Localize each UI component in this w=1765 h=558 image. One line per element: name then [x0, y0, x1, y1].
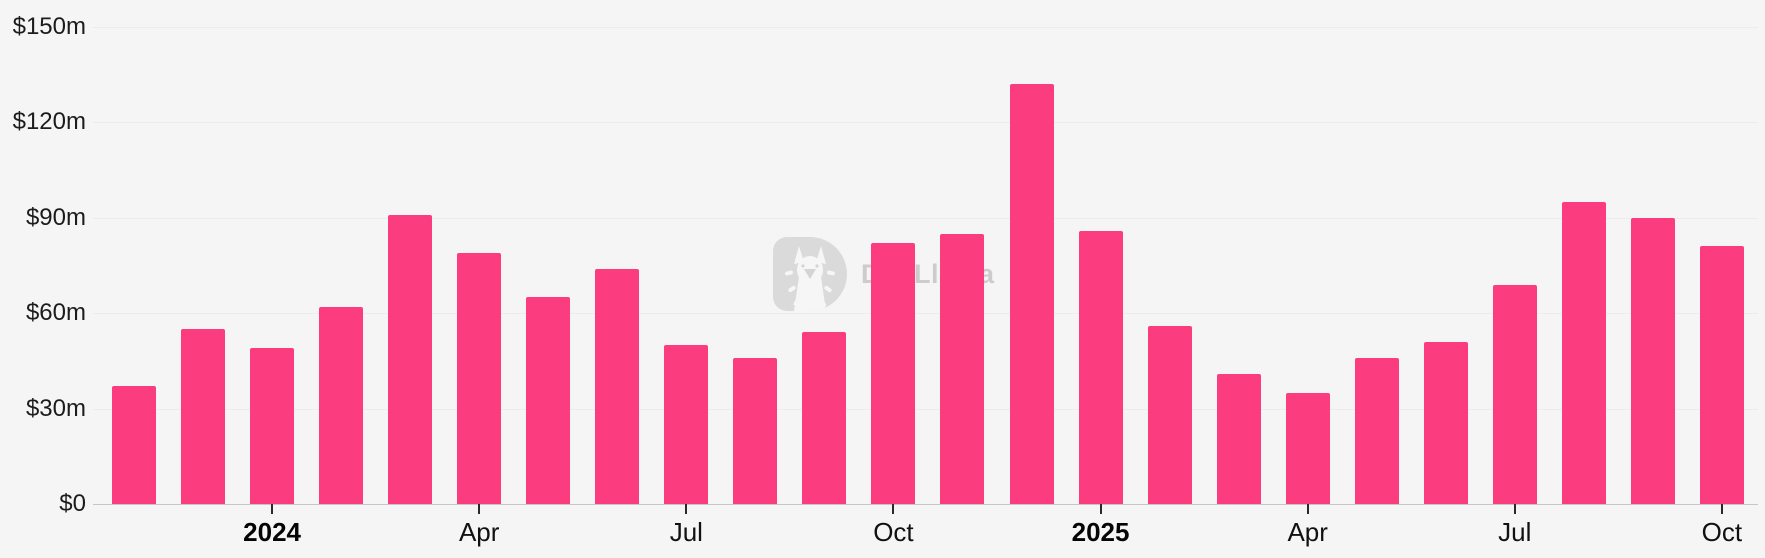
x-axis-tick-label: Jul — [1498, 517, 1532, 547]
bar-jul-2025[interactable] — [1492, 284, 1537, 504]
llama-icon — [785, 246, 835, 311]
bar-mar-2024[interactable] — [388, 214, 433, 504]
bar-aug-2025[interactable] — [1561, 201, 1606, 504]
x-axis-tick — [685, 504, 688, 514]
y-axis-tick-label: $150m — [12, 13, 86, 40]
bar-dec-2024[interactable] — [1009, 84, 1054, 504]
y-axis-tick-label: $120m — [12, 108, 86, 136]
bar-jun-2025[interactable] — [1423, 341, 1468, 504]
bar-sep-2025[interactable] — [1630, 217, 1675, 504]
x-axis-tick — [1513, 504, 1516, 514]
x-axis-tick-label: Oct — [1701, 517, 1743, 547]
x-axis-tick-label: Oct — [873, 517, 914, 547]
bar-aug-2024[interactable] — [733, 357, 778, 504]
gridline — [93, 408, 1758, 410]
bar-oct-2025[interactable] — [1699, 246, 1744, 504]
bar-jun-2024[interactable] — [595, 268, 640, 504]
bar-apr-2024[interactable] — [457, 252, 502, 504]
gridline — [93, 313, 1758, 315]
bar-dec-2023[interactable] — [181, 329, 226, 504]
x-axis-tick — [271, 504, 274, 514]
x-axis-tick — [892, 504, 895, 514]
bar-jan-2025[interactable] — [1078, 230, 1123, 504]
bar-feb-2025[interactable] — [1147, 325, 1192, 504]
x-axis-tick-label: Jul — [669, 517, 703, 547]
x-axis-line — [93, 504, 1758, 505]
x-axis-tick — [1306, 504, 1309, 514]
x-axis-tick-label: Apr — [458, 517, 500, 547]
gridline — [93, 217, 1758, 219]
y-axis-tick-label: $60m — [25, 299, 86, 327]
bar-feb-2024[interactable] — [319, 306, 364, 504]
bar-nov-2023[interactable] — [112, 386, 156, 504]
bar-may-2024[interactable] — [526, 297, 571, 504]
x-axis-tick-label: 2024 — [243, 517, 301, 547]
bar-jul-2024[interactable] — [664, 345, 709, 504]
bar-may-2025[interactable] — [1354, 357, 1399, 504]
bar-oct-2024[interactable] — [871, 243, 916, 504]
x-axis-tick-label: Apr — [1287, 517, 1328, 547]
y-axis-tick-label: $0 — [59, 490, 86, 517]
x-axis-tick — [1099, 504, 1102, 514]
bar-jan-2024[interactable] — [250, 348, 295, 504]
gridline — [93, 122, 1758, 124]
bar-apr-2025[interactable] — [1285, 392, 1330, 504]
bar-sep-2024[interactable] — [802, 332, 847, 504]
x-axis-tick — [1720, 504, 1723, 514]
x-axis-tick — [478, 504, 481, 514]
defillama-llama-logo — [773, 237, 847, 311]
y-axis-tick-label: $90m — [25, 203, 86, 231]
gridline — [93, 27, 1758, 28]
bar-nov-2024[interactable] — [940, 233, 985, 504]
x-axis-tick-label: 2025 — [1071, 517, 1130, 547]
bar-mar-2025[interactable] — [1216, 373, 1261, 504]
y-axis-tick-label: $30m — [25, 394, 86, 422]
